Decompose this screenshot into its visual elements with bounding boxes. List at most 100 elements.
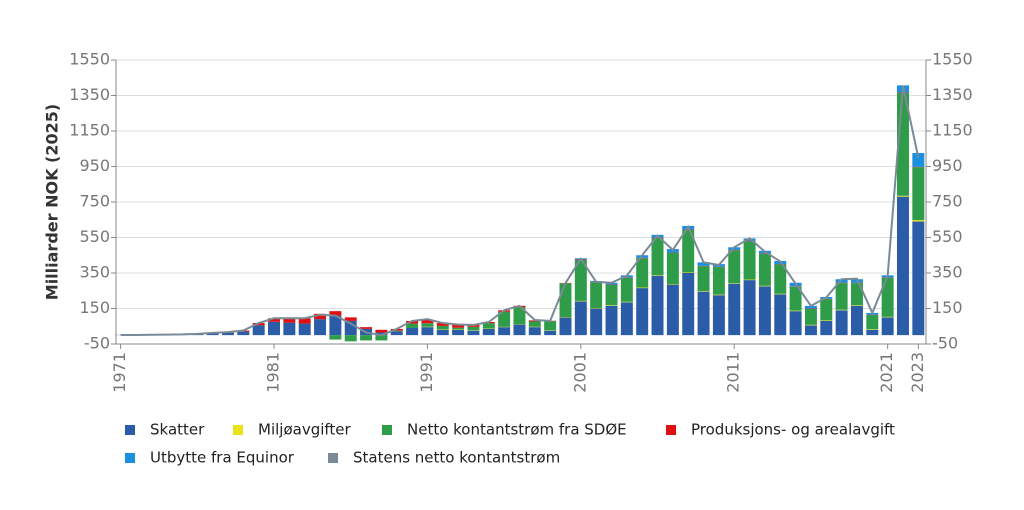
- y-tick-label: 750: [79, 192, 110, 211]
- bar-segment: [268, 321, 280, 336]
- bar-segment: [574, 300, 587, 302]
- bar-segment: [375, 329, 388, 333]
- y2-tick-label: 950: [932, 156, 963, 175]
- y2-tick-label: 150: [932, 298, 963, 317]
- bar-segment: [467, 330, 480, 336]
- bar-segment: [912, 153, 925, 167]
- bar-segment: [666, 284, 679, 336]
- bar-segment: [498, 311, 511, 327]
- bar-segment: [912, 221, 925, 336]
- x-tick-label: 2023: [908, 352, 927, 393]
- legend-label: Utbytte fra Equinor: [150, 449, 295, 467]
- legend-label: Netto kontantstrøm fra SDØE: [407, 421, 627, 439]
- bar-segment: [789, 310, 802, 312]
- bar-segment: [421, 327, 434, 336]
- bar-segment: [804, 325, 817, 336]
- y2-tick-label: 350: [932, 263, 963, 282]
- bar-segment: [360, 335, 373, 341]
- bar-segment: [651, 237, 664, 276]
- bar-segment: [605, 284, 618, 306]
- bar-segment: [344, 335, 357, 342]
- legend-swatch: [233, 425, 243, 435]
- bar-segment: [651, 275, 664, 276]
- y2-tick-label: 1550: [932, 50, 973, 69]
- bar-segment: [590, 308, 603, 336]
- bar-segment: [360, 327, 373, 329]
- bar-segment: [712, 267, 725, 295]
- bar-segment: [697, 291, 710, 336]
- x-tick-label: 1981: [264, 352, 283, 393]
- bar-segment: [375, 332, 388, 336]
- bar-segment: [452, 325, 465, 328]
- bar-segment: [329, 311, 342, 316]
- bar-segment: [758, 253, 771, 286]
- bar-segment: [452, 327, 465, 330]
- bar-segment: [298, 323, 311, 336]
- bar-segment: [421, 323, 434, 327]
- legend-swatch: [125, 453, 135, 463]
- bar-segment: [774, 293, 787, 295]
- bar-segment: [620, 277, 633, 302]
- net-line: [120, 85, 920, 337]
- bar-segment: [482, 328, 495, 336]
- bar-segment: [697, 291, 710, 292]
- bar-segment: [574, 301, 587, 336]
- bar-segment: [897, 92, 909, 196]
- bar-segment: [789, 311, 802, 336]
- bar-segment: [406, 320, 419, 324]
- bar-segment: [375, 335, 388, 341]
- y-tick-label: 1350: [69, 85, 110, 104]
- legend-label: Skatter: [150, 421, 205, 439]
- bar-segment: [866, 329, 879, 330]
- bar-segment: [314, 313, 327, 320]
- bar-segment: [666, 252, 679, 285]
- bar-segment: [636, 258, 649, 288]
- bar-segment: [206, 333, 219, 336]
- y-axis-label: Milliarder NOK (2025): [43, 104, 62, 300]
- y-tick-label: 150: [79, 298, 110, 317]
- bar-segment: [743, 238, 756, 242]
- bar-segment: [651, 275, 664, 336]
- bar-segment: [436, 323, 449, 326]
- bar-segment: [774, 294, 787, 336]
- bar-segment: [268, 318, 280, 322]
- bar-segment: [544, 321, 557, 331]
- y2-tick-label: 750: [932, 192, 963, 211]
- bar-segment: [344, 320, 357, 336]
- bar-segment: [774, 264, 787, 294]
- bar-segment: [912, 167, 925, 221]
- legend-label: Statens netto kontantstrøm: [353, 449, 560, 467]
- y-tick-label: 350: [79, 263, 110, 282]
- bar-segment: [912, 220, 925, 222]
- legend-label: Miljøavgifter: [258, 421, 352, 439]
- bar-segment: [544, 330, 557, 336]
- bar-segment: [620, 301, 633, 303]
- bar-segment: [820, 299, 833, 321]
- legend-swatch: [125, 425, 135, 435]
- bar-segment: [390, 331, 403, 336]
- x-tick-label: 2011: [724, 352, 743, 393]
- bar-segment: [636, 287, 649, 289]
- bar-segment: [636, 288, 649, 336]
- y-tick-label: 950: [79, 156, 110, 175]
- bar-segment: [835, 283, 848, 310]
- bar-segment: [252, 325, 265, 336]
- bar-segment: [406, 328, 419, 336]
- bar-segment: [605, 305, 618, 306]
- bar-segment: [850, 305, 863, 336]
- bar-segment: [697, 262, 710, 266]
- bar-segment: [498, 327, 511, 336]
- bar-segment: [482, 323, 495, 329]
- bar-segment: [682, 272, 695, 273]
- bar-segment: [390, 330, 403, 332]
- bar-segment: [758, 285, 771, 287]
- bar-segment: [513, 324, 526, 336]
- x-tick-label: 1971: [110, 352, 129, 393]
- bar-segment: [436, 325, 449, 330]
- bar-segment: [559, 283, 572, 318]
- legend-swatch: [328, 453, 338, 463]
- y-tick-label: 550: [79, 227, 110, 246]
- bar-segment: [406, 323, 419, 329]
- y-tick-label: 1550: [69, 50, 110, 69]
